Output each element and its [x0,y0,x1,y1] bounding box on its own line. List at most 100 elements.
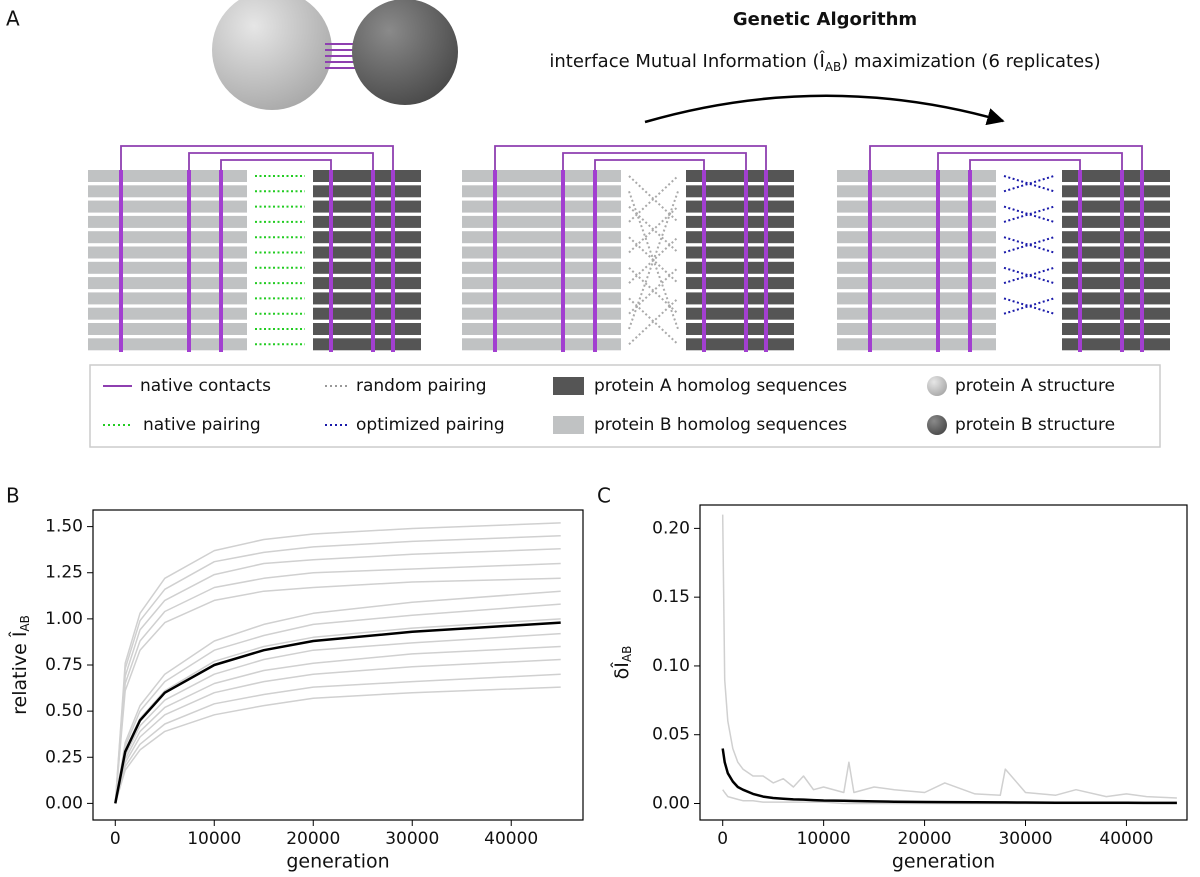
seq-b [837,215,996,228]
y-tick-label: 0.50 [45,701,83,721]
legend-text: protein A homolog sequences [594,376,847,396]
contact-column [329,170,333,352]
x-tick-label: 0 [110,829,121,849]
contact-bracket [562,152,747,170]
seq-b [837,170,996,182]
seq-b [462,292,621,305]
plot-frame [699,504,1188,821]
y-label-sub: AB [620,646,634,662]
seq-b [88,292,247,305]
seq-b [88,307,247,320]
seq-b [837,307,996,320]
x-tick-label: 40000 [484,829,538,849]
seq-b [837,200,996,213]
sphere-a [212,0,332,110]
seq-b [462,200,621,213]
y-axis-label: relative ÎAB [8,615,32,715]
legend-text: protein A structure [955,376,1115,396]
legend-text: native pairing [143,415,261,435]
seq-b [837,261,996,274]
y-tick-label: 0.15 [652,587,690,607]
x-axis-label: generation [286,851,389,873]
legend-text: protein B homolog sequences [594,415,847,435]
legend-swatch [553,416,584,434]
alignments [88,145,1170,352]
y-tick-label: 1.50 [45,517,83,537]
y-tick-label: 0.10 [652,656,690,676]
seq-b [462,231,621,244]
seq-b [462,261,621,274]
contact-bracket [969,159,1081,170]
pairing [628,297,679,346]
legend-text: optimized pairing [356,415,505,435]
x-axis-label: generation [892,851,995,873]
seq-b [88,323,247,335]
series-line [114,590,561,804]
pairing [1003,266,1055,285]
y-tick-label: 0.25 [45,747,83,767]
contact-column [1078,170,1082,352]
pairing [628,236,679,284]
series-line [114,621,561,804]
contact-column [561,170,565,352]
seq-b [88,277,247,290]
seq-b [462,246,621,259]
seq-b [462,215,621,228]
pairing [1003,205,1055,223]
seq-b [88,170,247,182]
x-tick-label: 20000 [898,829,952,849]
diagram-subtitle: interface Mutual Information (ÎAB) maxim… [549,50,1100,74]
seq-b [462,277,621,290]
subtitle-sub: AB [825,60,841,74]
seq-b [837,338,996,351]
contact-column [744,170,748,352]
series-line [114,548,561,804]
contact-bracket [494,145,767,170]
contact-bracket [120,145,394,170]
series-line [114,603,561,804]
x-tick-label: 10000 [797,829,851,849]
legend-swatch [927,376,947,396]
y-tick-label: 0.00 [45,793,83,813]
contact-column [764,170,768,352]
pairing [1003,236,1055,254]
seq-b [462,307,621,320]
contact-bracket [220,159,332,170]
seq-b [88,338,247,351]
pairing [628,175,679,223]
y-tick-label: 1.00 [45,609,83,629]
seq-b [88,215,247,228]
sphere-b [352,0,458,105]
series-line [114,673,561,804]
x-tick-label: 20000 [286,829,340,849]
legend-text: native contacts [140,376,271,396]
legend-text: protein B structure [955,415,1115,435]
pairing [628,267,679,315]
y-tick-label: 1.25 [45,563,83,583]
contact-bracket [869,145,1143,170]
y-label-sub: AB [18,615,32,631]
x-tick-label: 40000 [1099,829,1153,849]
subtitle-part: interface Mutual Information (Î [549,50,825,72]
contact-column [493,170,497,352]
seq-b [837,231,996,244]
contact-column [968,170,972,352]
seq-b [837,323,996,335]
legend-swatch [927,415,947,435]
seq-b [837,292,996,305]
contact-column [219,170,223,352]
contact-column [868,170,872,352]
pairing [1003,175,1055,193]
series-line [114,658,561,804]
series-line [114,577,561,804]
diagram-title: Genetic Algorithm [733,9,917,30]
y-tick-label: 0.20 [652,518,690,538]
panel-label: B [6,484,20,508]
contact-column [1140,170,1144,352]
contact-column [391,170,395,352]
legend-text: random pairing [356,376,487,396]
contact-bracket [188,152,374,170]
contact-column [1120,170,1124,352]
seq-b [88,200,247,213]
